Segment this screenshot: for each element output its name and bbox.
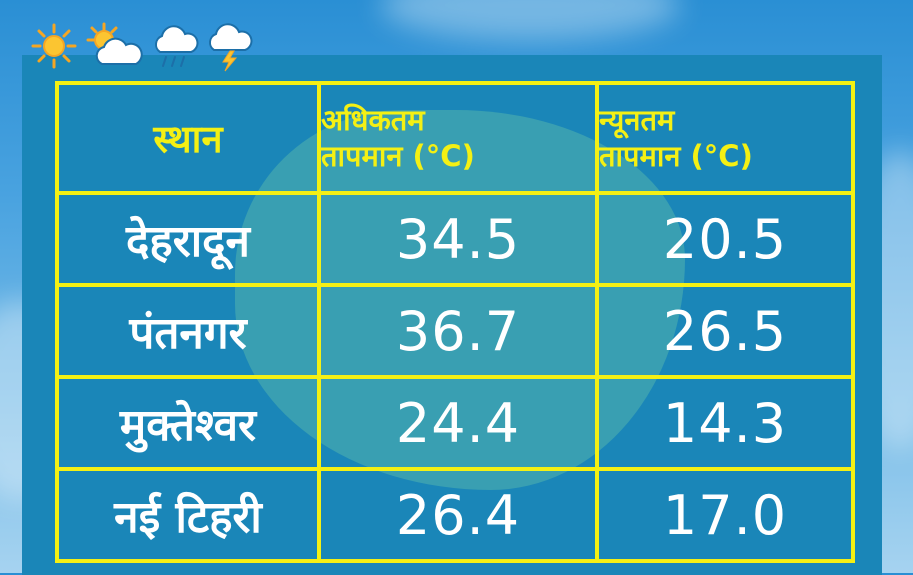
- place-name: देहरादून: [55, 191, 321, 287]
- table-row: नई टिहरी 26.4 17.0: [55, 467, 855, 563]
- header-min-temp: न्यूनतम तापमान (°C): [595, 81, 855, 195]
- table-row: मुक्तेश्वर 24.4 14.3: [55, 375, 855, 471]
- place-name: मुक्तेश्वर: [55, 375, 321, 471]
- table-header-row: स्थान अधिकतम तापमान (°C) न्यूनतम तापमान …: [55, 81, 855, 195]
- place-name: पंतनगर: [55, 283, 321, 379]
- max-temp-value: 36.7: [317, 283, 599, 379]
- rain-cloud-icon: [155, 25, 199, 67]
- header-max-temp-line1: अधिकतम: [321, 102, 425, 137]
- background-cloud: [380, 0, 680, 40]
- max-temp-value: 26.4: [317, 467, 599, 563]
- min-temp-value: 14.3: [595, 375, 855, 471]
- header-place: स्थान: [55, 81, 321, 195]
- thunderstorm-icon: [209, 23, 253, 72]
- header-max-temp: अधिकतम तापमान (°C): [317, 81, 599, 195]
- weather-icons-row: [30, 22, 260, 72]
- header-min-temp-line1: न्यूनतम: [599, 102, 675, 137]
- partly-cloudy-icon: [86, 22, 143, 65]
- min-temp-value: 26.5: [595, 283, 855, 379]
- min-temp-value: 17.0: [595, 467, 855, 563]
- max-temp-value: 34.5: [317, 191, 599, 287]
- max-temp-value: 24.4: [317, 375, 599, 471]
- sun-icon: [31, 23, 77, 69]
- temperature-table: स्थान अधिकतम तापमान (°C) न्यूनतम तापमान …: [55, 81, 855, 563]
- place-name: नई टिहरी: [55, 467, 321, 563]
- table-row: देहरादून 34.5 20.5: [55, 191, 855, 287]
- min-temp-value: 20.5: [595, 191, 855, 287]
- table-row: पंतनगर 36.7 26.5: [55, 283, 855, 379]
- header-max-temp-line2: तापमान (°C): [321, 139, 475, 173]
- header-min-temp-line2: तापमान (°C): [599, 139, 753, 173]
